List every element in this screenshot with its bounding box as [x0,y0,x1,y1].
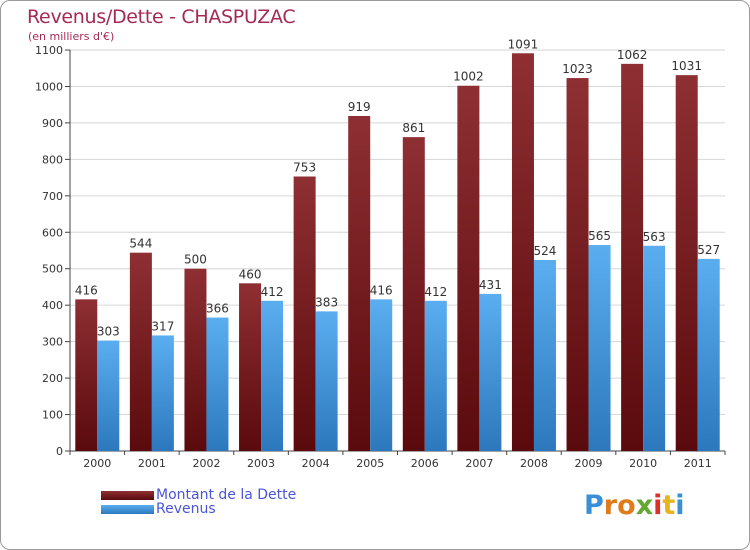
data-label: 563 [643,230,666,244]
legend-swatch-revenus [101,504,154,514]
legend-item-dette: Montant de la Dette [101,487,296,503]
proxiti-logo: Proxiti [584,490,685,521]
x-tick-label: 2010 [629,457,657,470]
y-tick-label: 800 [42,153,63,166]
data-label: 1002 [453,70,484,84]
y-tick-label: 100 [42,409,63,422]
y-tick-labels: 0 100 200 300 400 500 600 700 800 900 1000 1100 [35,44,63,458]
logo-letter: i [675,490,685,521]
data-label: 1091 [508,37,539,51]
data-label: 565 [588,229,611,243]
y-tick-label: 1100 [35,44,63,57]
bars [75,53,720,452]
axes [65,49,726,455]
legend-label-dette: Montant de la Dette [156,487,297,503]
bar-revenus [315,311,338,451]
x-tick-label: 2003 [247,457,275,470]
x-tick-labels: 2000 2001 2002 2003 2004 2005 2006 2007 2008 2009… [83,457,711,470]
x-tick-label: 2007 [465,457,493,470]
bar-revenus [697,258,720,451]
x-tick-label: 2000 [83,457,111,470]
data-label: 753 [293,160,316,174]
data-label: 317 [151,319,174,333]
data-label: 1031 [671,59,702,73]
bar-revenus [643,245,666,451]
bar-revenus [261,300,284,451]
logo-letter: o [617,490,636,521]
data-label: 524 [534,244,557,258]
data-label: 431 [479,278,502,292]
x-tick-label: 2009 [575,457,603,470]
bar-revenus [533,259,556,451]
logo-letter: P [584,490,604,521]
data-label: 919 [348,100,371,114]
bar-revenus [370,299,393,451]
grid-lines [70,49,725,416]
bar-dette [184,268,207,451]
data-label: 412 [261,285,284,299]
bar-dette [293,176,316,452]
data-label: 416 [75,283,98,297]
legend-swatch-dette [101,490,154,500]
bar-revenus [479,293,502,451]
legend-label-revenus: Revenus [156,501,216,517]
data-label: 460 [239,267,262,281]
x-tick-label: 2001 [138,457,166,470]
y-tick-label: 500 [42,263,63,276]
data-label: 527 [697,243,720,257]
logo-letter: r [603,490,618,521]
y-tick-label: 900 [42,117,63,130]
y-tick-label: 700 [42,190,63,203]
chart-title: Revenus/Dette - CHASPUZAC [27,6,296,28]
chart-subtitle: (en milliers d'€) [28,30,115,43]
data-label: 1023 [562,62,593,76]
data-labels: 416 303 544 317 500 366 460 412 753 383 919 416 861 4… [75,37,720,338]
bar-dette [129,252,152,451]
bar-dette [348,115,371,451]
data-label: 544 [129,237,152,251]
bar-dette [457,85,480,451]
data-label: 861 [402,121,425,135]
x-tick-label: 2008 [520,457,548,470]
y-tick-label: 300 [42,336,63,349]
legend-item-revenus: Revenus [101,501,216,517]
data-label: 303 [97,325,120,339]
y-tick-label: 400 [42,299,63,312]
logo-letter: x [635,490,654,521]
y-tick-label: 0 [56,445,63,458]
y-tick-label: 1000 [35,80,63,93]
x-tick-label: 2004 [302,457,330,470]
bar-revenus [206,317,229,451]
bar-revenus [424,300,447,451]
x-tick-label: 2011 [684,457,712,470]
bar-dette [402,137,425,452]
x-tick-label: 2002 [192,457,220,470]
x-tick-label: 2006 [411,457,439,470]
bar-dette [75,299,98,451]
bar-dette [675,75,698,452]
logo-letter: i [653,490,663,521]
data-label: 383 [315,295,338,309]
y-tick-label: 600 [42,226,63,239]
data-label: 412 [424,285,447,299]
bar-dette [621,63,644,452]
bar-revenus [588,245,611,451]
y-tick-label: 200 [42,372,63,385]
data-label: 416 [370,283,393,297]
bar-dette [239,283,262,451]
data-label: 366 [206,302,229,316]
bar-dette [511,53,534,451]
x-tick-label: 2005 [356,457,384,470]
bar-dette [566,78,589,451]
data-label: 500 [184,253,207,267]
data-label: 1062 [617,48,648,62]
bar-revenus [151,335,174,451]
bar-revenus [97,340,120,451]
logo-letter: t [662,490,676,521]
